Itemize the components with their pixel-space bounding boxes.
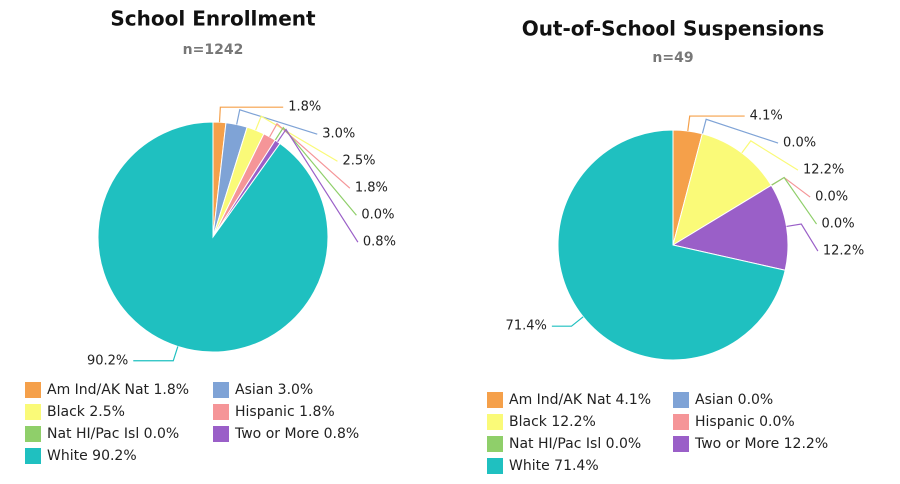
- leader-line: [277, 128, 359, 243]
- chart-title: Out-of-School Suspensions: [522, 17, 825, 41]
- legend-swatch: [25, 448, 41, 464]
- legend-name: Black: [47, 404, 86, 420]
- chart-subtitle: n=49: [652, 50, 693, 66]
- leader-line: [770, 176, 818, 225]
- data-label: 0.0%: [815, 190, 848, 205]
- legend-swatch: [25, 382, 41, 398]
- data-label: 71.4%: [506, 319, 547, 334]
- leader-line: [274, 126, 357, 216]
- data-label: 4.1%: [750, 109, 783, 124]
- legend-swatch: [487, 414, 503, 430]
- data-label: 3.0%: [322, 127, 355, 142]
- legend-value: 0.0%: [606, 436, 642, 452]
- legend-value: 4.1%: [615, 392, 651, 408]
- legend-label: Nat HI/Pac Isl 0.0%: [509, 436, 641, 452]
- legend-name: Nat HI/Pac Isl: [47, 426, 139, 442]
- data-label: 0.0%: [822, 217, 855, 232]
- leader-line: [741, 140, 799, 171]
- legend-swatch: [487, 392, 503, 408]
- data-label: 1.8%: [355, 181, 388, 196]
- leader-line: [701, 118, 779, 144]
- legend-label: Black 12.2%: [509, 414, 596, 430]
- pie-slice: [671, 184, 789, 271]
- legend-value: 12.2%: [784, 436, 828, 452]
- legend-value: 0.8%: [324, 426, 360, 442]
- data-label: 0.8%: [363, 235, 396, 250]
- legend-value: 1.8%: [153, 382, 189, 398]
- legend-name: Am Ind/AK Nat: [47, 382, 150, 398]
- data-label: 12.2%: [803, 163, 844, 178]
- legend-name: Hispanic: [235, 404, 295, 420]
- legend-swatch: [673, 392, 689, 408]
- leader-line: [236, 109, 318, 135]
- legend-name: Hispanic: [695, 414, 755, 430]
- legend-name: Nat HI/Pac Isl: [509, 436, 601, 452]
- legend-value: 3.0%: [278, 382, 314, 398]
- data-label: 2.5%: [342, 154, 375, 169]
- legend-value: 0.0%: [738, 392, 774, 408]
- legend-label: White 71.4%: [509, 458, 599, 474]
- legend-swatch: [25, 426, 41, 442]
- leader-line: [255, 115, 338, 162]
- legend-label: Two or More 0.8%: [234, 426, 359, 442]
- legend-label: Am Ind/AK Nat 1.8%: [47, 382, 189, 398]
- legend-value: 71.4%: [554, 458, 598, 474]
- legend-label: Am Ind/AK Nat 4.1%: [509, 392, 651, 408]
- legend-swatch: [673, 414, 689, 430]
- legend-label: Asian 3.0%: [235, 382, 313, 398]
- legend-label: Asian 0.0%: [695, 392, 773, 408]
- leader-line: [786, 223, 819, 252]
- legend-swatch: [213, 404, 229, 420]
- leader-line: [687, 115, 745, 132]
- legend-name: White: [509, 458, 550, 474]
- legend-label: Hispanic 0.0%: [695, 414, 795, 430]
- legend-swatch: [673, 436, 689, 452]
- leader-line: [133, 346, 179, 362]
- legend-value: 90.2%: [92, 448, 136, 464]
- data-label: 12.2%: [823, 244, 864, 259]
- data-label: 1.8%: [288, 100, 321, 115]
- legend-name: Asian: [695, 392, 733, 408]
- legend-value: 0.0%: [759, 414, 795, 430]
- data-label: 0.0%: [361, 208, 394, 223]
- legend-value: 0.0%: [144, 426, 180, 442]
- data-label: 90.2%: [87, 353, 128, 368]
- legend-name: Two or More: [694, 436, 779, 452]
- legend-label: Black 2.5%: [47, 404, 125, 420]
- legend-name: Black: [509, 414, 548, 430]
- legend-name: Asian: [235, 382, 273, 398]
- data-label: 0.0%: [783, 136, 816, 151]
- legend-label: Hispanic 1.8%: [235, 404, 335, 420]
- legend-name: White: [47, 448, 88, 464]
- legend-swatch: [213, 426, 229, 442]
- legend-name: Am Ind/AK Nat: [509, 392, 612, 408]
- legend-swatch: [25, 404, 41, 420]
- legend-swatch: [213, 382, 229, 398]
- leader-line: [218, 106, 284, 123]
- legend-swatch: [487, 436, 503, 452]
- legend-swatch: [487, 458, 503, 474]
- legend-value: 2.5%: [89, 404, 125, 420]
- legend-name: Two or More: [234, 426, 319, 442]
- legend-label: White 90.2%: [47, 448, 137, 464]
- legend-value: 1.8%: [299, 404, 335, 420]
- leader-line: [269, 122, 351, 189]
- legend-label: Two or More 12.2%: [694, 436, 828, 452]
- pie-slice: [97, 121, 329, 353]
- chart-title: School Enrollment: [110, 7, 316, 31]
- legend-label: Nat HI/Pac Isl 0.0%: [47, 426, 179, 442]
- chart-subtitle: n=1242: [183, 42, 244, 58]
- leader-line: [551, 316, 584, 327]
- legend-value: 12.2%: [551, 414, 595, 430]
